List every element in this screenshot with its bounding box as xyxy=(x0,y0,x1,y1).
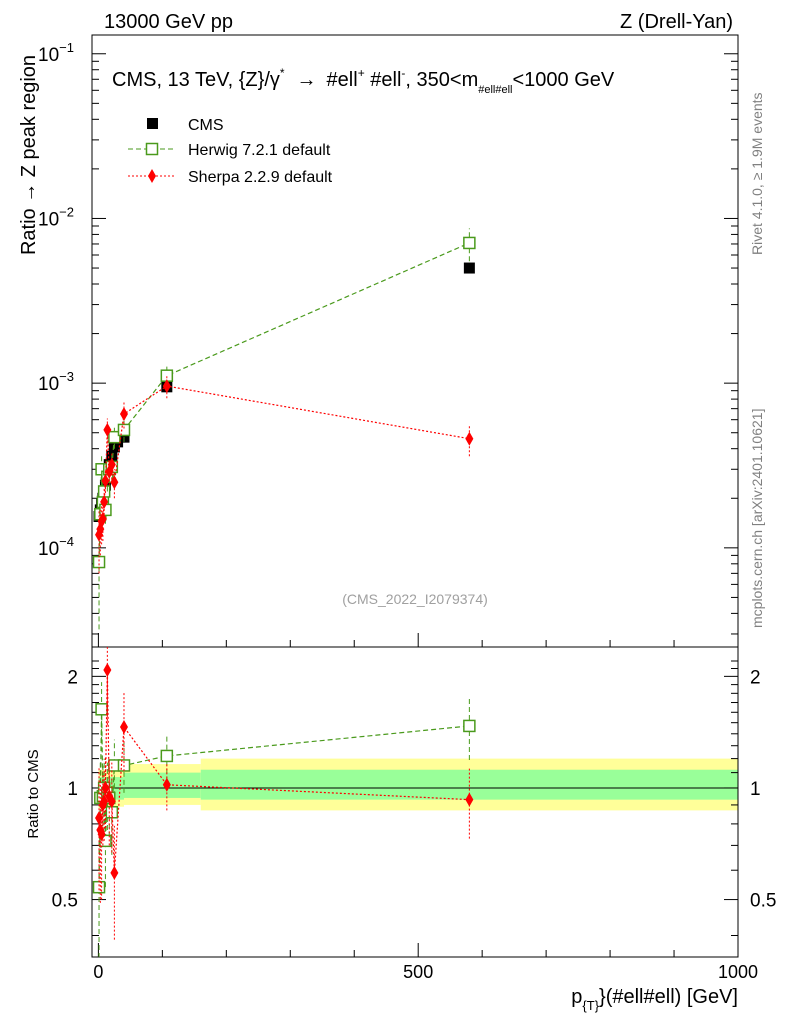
title-arrow: → xyxy=(297,69,317,91)
title-star: * xyxy=(280,66,285,80)
x-tick-label: 500 xyxy=(403,962,433,982)
y-tick-label-top: 10−2 xyxy=(38,204,74,230)
data-point-top-sherpa xyxy=(100,494,109,509)
data-point-bottom-sherpa xyxy=(162,777,171,792)
x-axis-label-sub: {T} xyxy=(582,998,599,1013)
y-tick-label-exp: −2 xyxy=(59,204,74,219)
rivet-version-label: Rivet 4.1.0, ≥ 1.9M events xyxy=(749,92,765,255)
data-point-bottom-sherpa xyxy=(107,794,116,809)
data-point-top-sherpa xyxy=(465,431,474,446)
y-axis-label-top: Ratio → Z peak region xyxy=(18,55,40,255)
header-left: 13000 GeV pp xyxy=(104,11,233,33)
data-point-top-sherpa xyxy=(103,422,112,437)
chart-title: CMS, 13 TeV, {Z}/γ* → #ell+ #ell-, 350<m#e… xyxy=(112,66,615,96)
data-point-top-sherpa xyxy=(162,379,171,394)
data-point-top-sherpa xyxy=(107,457,116,472)
legend-label-herwig: Herwig 7.2.1 default xyxy=(188,142,331,159)
band-inner-2 xyxy=(123,772,201,798)
y-tick-label-exp: −1 xyxy=(59,40,74,55)
y-tick-label-bottom-left: 2 xyxy=(67,667,78,688)
y-tick-label-base: 10 xyxy=(38,539,59,560)
data-point-bottom-herwig xyxy=(92,880,106,894)
data-point-bottom-herwig xyxy=(160,749,174,763)
x-tick-label: 0 xyxy=(93,962,103,982)
bottom-panel-frame xyxy=(91,646,739,958)
legend-marker-cms xyxy=(147,118,158,129)
data-point-bottom-sherpa xyxy=(101,780,110,795)
data-point-top-sherpa xyxy=(110,475,119,490)
legend-label-sherpa: Sherpa 2.2.9 default xyxy=(188,169,333,186)
data-point-top-sherpa xyxy=(101,473,110,488)
x-axis-label-rest: }(#ell#ell) [GeV] xyxy=(599,986,738,1008)
data-point-top-herwig xyxy=(92,555,106,569)
analysis-watermark: (CMS_2022_I2079374) xyxy=(342,591,488,607)
x-axis-label-main: p xyxy=(571,986,582,1008)
title-mid: #ell xyxy=(327,69,358,91)
y-tick-label-exp: −3 xyxy=(59,369,74,384)
top-series xyxy=(92,228,476,630)
y-tick-label-top: 10−1 xyxy=(38,40,74,66)
data-point-top-herwig xyxy=(108,430,121,444)
data-point-bottom-herwig xyxy=(463,719,476,733)
title-cut-left: , 350<m xyxy=(405,69,478,91)
y-axis-label-bottom: Ratio to CMS xyxy=(25,749,42,838)
data-point-bottom-sherpa xyxy=(465,792,474,807)
data-point-top-cms xyxy=(463,262,475,274)
data-point-bottom-sherpa xyxy=(100,794,109,809)
y-tick-label-bottom-left: 1 xyxy=(67,779,78,800)
title-main: CMS, 13 TeV, {Z}/γ xyxy=(112,69,280,91)
y-tick-label-bottom-right: 2 xyxy=(750,667,761,688)
data-point-bottom-sherpa xyxy=(119,720,128,735)
legend-label-cms: CMS xyxy=(188,117,224,134)
data-point-top-herwig xyxy=(463,236,476,250)
y-tick-label-base: 10 xyxy=(38,374,59,395)
bottom-series xyxy=(92,647,476,957)
legend: CMS Herwig 7.2.1 default Sherpa 2.2.9 de… xyxy=(128,117,333,186)
data-point-top-sherpa xyxy=(119,406,128,421)
y-tick-label-bottom-right: 0.5 xyxy=(750,891,776,912)
y-tick-label-bottom-right: 1 xyxy=(750,779,761,800)
y-tick-label-base: 10 xyxy=(38,45,59,66)
legend-marker-herwig xyxy=(145,142,159,156)
title-mid2: #ell xyxy=(365,69,402,91)
x-tick-label: 1000 xyxy=(718,962,758,982)
y-tick-label-top: 10−3 xyxy=(38,369,74,395)
title-cut-right: <1000 GeV xyxy=(512,69,614,91)
title-minus: - xyxy=(401,66,405,80)
header-right: Z (Drell-Yan) xyxy=(620,11,733,33)
series-line-top-herwig xyxy=(98,242,470,563)
x-axis-label: p{T}}(#ell#ell) [GeV] xyxy=(571,986,738,1013)
y-tick-label-top: 10−4 xyxy=(38,534,74,560)
y-tick-label-base: 10 xyxy=(38,209,59,230)
data-point-bottom-sherpa xyxy=(95,810,104,825)
data-point-top-sherpa xyxy=(98,511,107,526)
data-point-bottom-herwig xyxy=(95,703,108,716)
data-point-bottom-sherpa xyxy=(110,865,119,880)
title-cut-sub: #ell#ell xyxy=(478,84,512,96)
data-point-bottom-sherpa xyxy=(97,827,106,842)
title-plus: + xyxy=(358,66,365,80)
legend-marker-sherpa xyxy=(148,169,156,183)
series-line-top-sherpa xyxy=(98,385,470,535)
y-tick-label-bottom-left: 0.5 xyxy=(52,891,78,912)
mcplots-label: mcplots.cern.ch [arXiv:2401.10621] xyxy=(749,409,765,628)
ratio-bands xyxy=(92,758,738,811)
data-point-bottom-sherpa xyxy=(103,663,112,678)
data-point-top-herwig xyxy=(117,423,131,437)
y-tick-label-exp: −4 xyxy=(59,534,74,549)
